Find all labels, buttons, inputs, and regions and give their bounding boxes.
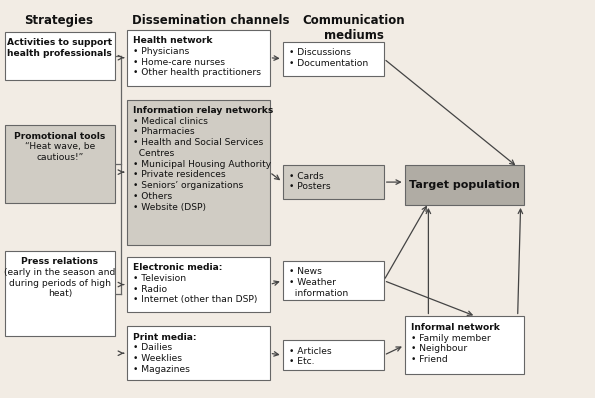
Text: • Family member
• Neighbour
• Friend: • Family member • Neighbour • Friend (411, 334, 490, 364)
Text: • Articles
• Etc.: • Articles • Etc. (289, 347, 331, 367)
FancyBboxPatch shape (127, 326, 270, 380)
FancyBboxPatch shape (127, 257, 270, 312)
Text: Dissemination channels: Dissemination channels (133, 14, 290, 27)
Text: • Discussions
• Documentation: • Discussions • Documentation (289, 48, 368, 68)
Text: “Heat wave, be
cautious!”: “Heat wave, be cautious!” (24, 142, 95, 162)
Text: Communication
mediums: Communication mediums (303, 14, 405, 42)
FancyBboxPatch shape (5, 251, 115, 336)
FancyBboxPatch shape (127, 30, 270, 86)
Text: Print media:: Print media: (133, 333, 196, 342)
Text: Health network: Health network (133, 36, 212, 45)
FancyBboxPatch shape (405, 165, 524, 205)
FancyBboxPatch shape (283, 165, 384, 199)
Text: • Television
• Radio
• Internet (other than DSP): • Television • Radio • Internet (other t… (133, 274, 257, 304)
Text: Press relations: Press relations (21, 257, 98, 266)
Text: Target population: Target population (409, 180, 519, 190)
Text: • Cards
• Posters: • Cards • Posters (289, 172, 330, 191)
Text: • News
• Weather
  information: • News • Weather information (289, 267, 348, 298)
Text: Activities to support
health professionals: Activities to support health professiona… (7, 38, 112, 58)
FancyBboxPatch shape (283, 261, 384, 300)
Text: Promotional tools: Promotional tools (14, 132, 105, 141)
FancyBboxPatch shape (283, 42, 384, 76)
Text: Strategies: Strategies (24, 14, 93, 27)
FancyBboxPatch shape (5, 125, 115, 203)
Text: • Physicians
• Home-care nurses
• Other health practitioners: • Physicians • Home-care nurses • Other … (133, 47, 261, 78)
Text: (early in the season and
during periods of high
heat): (early in the season and during periods … (4, 268, 115, 298)
Text: Informal network: Informal network (411, 323, 499, 332)
Text: Electronic media:: Electronic media: (133, 263, 222, 272)
Text: • Dailies
• Weeklies
• Magazines: • Dailies • Weeklies • Magazines (133, 343, 190, 374)
FancyBboxPatch shape (5, 32, 115, 80)
Text: Information relay networks: Information relay networks (133, 106, 273, 115)
FancyBboxPatch shape (127, 100, 270, 245)
Text: • Medical clinics
• Pharmacies
• Health and Social Services
  Centres
• Municipa: • Medical clinics • Pharmacies • Health … (133, 117, 271, 212)
FancyBboxPatch shape (405, 316, 524, 374)
FancyBboxPatch shape (283, 340, 384, 370)
